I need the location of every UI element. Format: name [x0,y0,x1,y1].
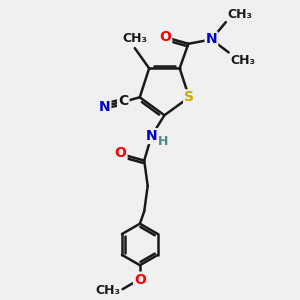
Text: CH₃: CH₃ [122,32,147,45]
Text: S: S [184,90,194,104]
Text: CH₃: CH₃ [230,54,255,67]
Text: O: O [115,146,127,160]
Text: CH₃: CH₃ [95,284,120,297]
Text: C: C [118,94,128,108]
Text: CH₃: CH₃ [227,8,252,21]
Text: N: N [146,129,157,143]
Text: O: O [159,30,171,44]
Text: H: H [158,135,168,148]
Text: O: O [134,273,146,286]
Text: N: N [99,100,110,113]
Text: N: N [206,32,217,46]
